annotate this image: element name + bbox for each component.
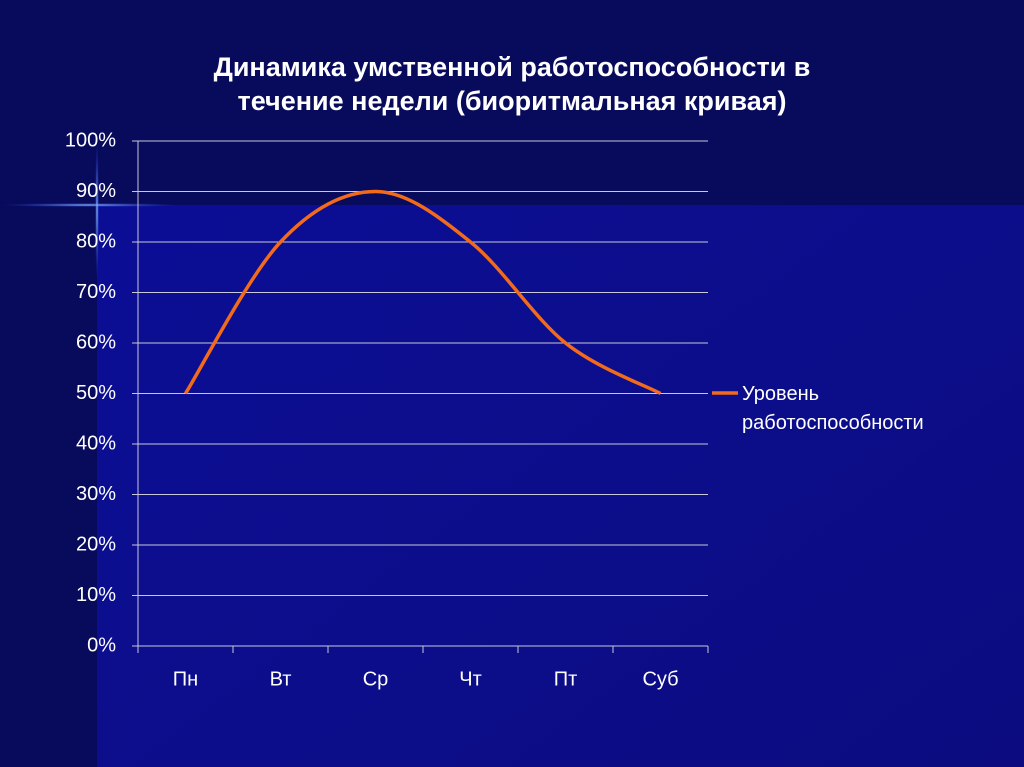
flare bbox=[95, 140, 99, 280]
y-tick-label: 10% bbox=[76, 584, 116, 606]
x-tick-label: Суб bbox=[642, 668, 678, 690]
y-tick-label: 50% bbox=[76, 382, 116, 404]
y-tick-label: 60% bbox=[76, 331, 116, 353]
header-band bbox=[0, 0, 1024, 205]
x-tick-label: Пн bbox=[173, 668, 198, 690]
x-tick-label: Ср bbox=[363, 668, 389, 690]
line bbox=[184, 189, 662, 396]
chart-title: Динамика умственной работоспособности в … bbox=[213, 52, 811, 116]
x-tick-label: Вт bbox=[270, 668, 292, 690]
y-tick-label: 80% bbox=[76, 230, 116, 252]
legend-label: Уровень работоспособности bbox=[742, 383, 924, 434]
x-tick-label: Пт bbox=[554, 668, 578, 690]
x-tick-label: Чт bbox=[459, 668, 482, 690]
y-tick-label: 30% bbox=[76, 483, 116, 505]
side-band bbox=[0, 0, 97, 767]
flare bbox=[0, 203, 180, 207]
y-tick-label: 100% bbox=[65, 129, 116, 151]
y-tick-label: 90% bbox=[76, 180, 116, 202]
y-tick-label: 40% bbox=[76, 432, 116, 454]
y-tick-label: 70% bbox=[76, 281, 116, 303]
y-tick-label: 0% bbox=[87, 634, 116, 656]
y-tick-label: 20% bbox=[76, 533, 116, 555]
